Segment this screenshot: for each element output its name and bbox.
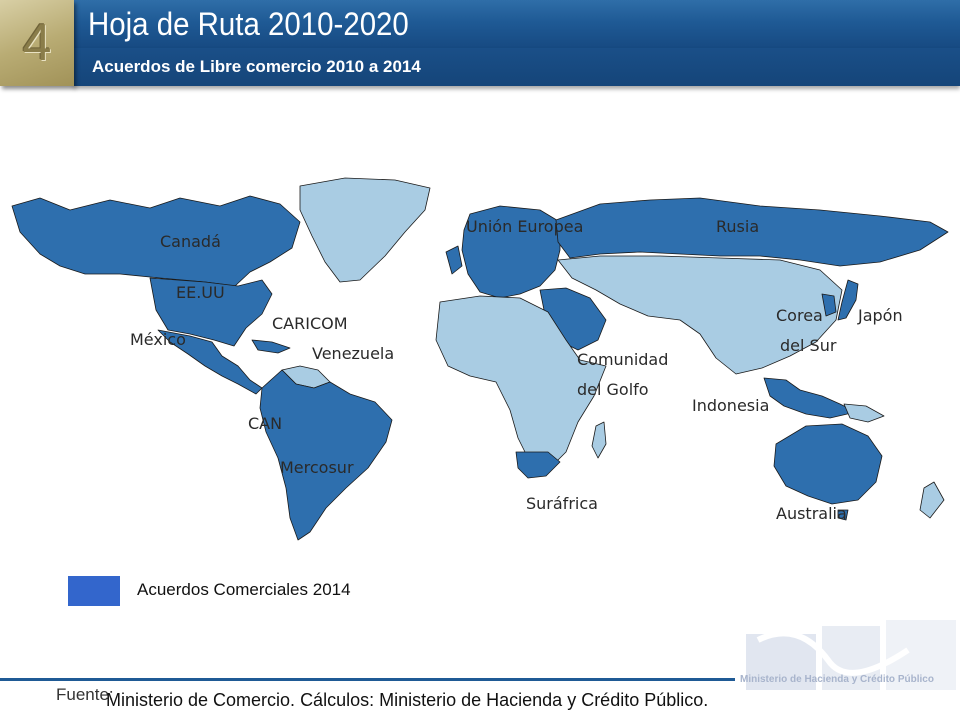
region-uk (445, 245, 463, 275)
ministry-logo-text: Ministerio de Hacienda y Crédito Público (740, 674, 934, 685)
label-mercosur: Mercosur (280, 458, 354, 477)
label-surafrica: Suráfrica (526, 494, 598, 513)
region-mexico (157, 329, 263, 395)
label-canada: Canadá (160, 232, 221, 251)
region-new-zealand (919, 481, 945, 519)
label-australia: Australia (776, 504, 847, 523)
label-comunidad-golfo-1: Comunidad (577, 350, 669, 369)
section-number-box: 4 (0, 0, 74, 86)
region-asia (557, 255, 843, 375)
footer-divider (0, 678, 735, 681)
region-madagascar (591, 421, 607, 459)
region-south-africa (515, 451, 561, 479)
title-bar (74, 0, 960, 48)
label-japon: Japón (858, 306, 903, 325)
legend-label: Acuerdos Comerciales 2014 (137, 580, 351, 599)
region-canada (11, 195, 301, 287)
subtitle-bar (74, 48, 960, 86)
label-rusia: Rusia (716, 217, 760, 236)
region-australia (773, 423, 883, 505)
region-russia (555, 197, 949, 267)
region-south-america (259, 369, 393, 541)
label-venezuela: Venezuela (312, 344, 395, 363)
label-corea-1: Corea (776, 306, 823, 325)
region-indonesia (763, 377, 857, 419)
section-number: 4 (22, 14, 52, 72)
legend-swatch (68, 576, 120, 606)
region-usa (149, 277, 273, 347)
slide-title: Hoja de Ruta 2010-2020 (88, 6, 409, 42)
region-japan (837, 279, 859, 321)
label-eeuu: EE.UU (176, 283, 225, 302)
label-caricom: CARICOM (272, 314, 348, 333)
label-can: CAN (248, 414, 283, 433)
label-corea-2: del Sur (780, 336, 837, 355)
region-africa (435, 295, 607, 471)
region-korea (821, 293, 837, 317)
footer-source: Ministerio de Comercio. Cálculos: Minist… (106, 690, 709, 710)
label-mexico: México (130, 330, 186, 349)
region-new-guinea (843, 403, 885, 423)
region-caribbean (251, 339, 291, 354)
region-greenland (299, 177, 431, 283)
world-map-svg (11, 177, 949, 541)
footer-label: Fuente: (56, 685, 114, 704)
label-comunidad-golfo-2: del Golfo (577, 380, 649, 399)
label-indonesia: Indonesia (692, 396, 770, 415)
ministry-logo-graphic (746, 620, 956, 690)
slide-subtitle: Acuerdos de Libre comercio 2010 a 2014 (92, 57, 421, 76)
region-europe (461, 205, 561, 299)
region-tasmania (837, 509, 849, 521)
world-map: Canadá EE.UU México CARICOM Venezuela CA… (0, 170, 960, 546)
label-union-europea: Unión Europea (466, 217, 584, 236)
